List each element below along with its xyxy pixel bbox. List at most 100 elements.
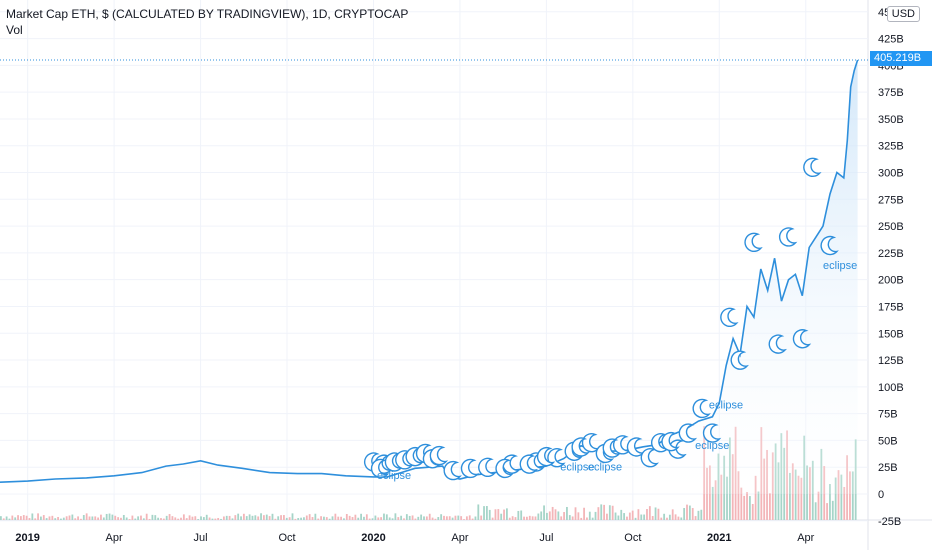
volume-bar bbox=[603, 504, 605, 520]
volume-bar bbox=[202, 517, 205, 520]
volume-bar bbox=[334, 513, 337, 520]
volume-bar bbox=[385, 514, 388, 520]
volume-bar bbox=[368, 518, 371, 520]
volume-bar bbox=[5, 516, 8, 520]
volume-bar bbox=[720, 474, 723, 520]
volume-bar bbox=[11, 515, 14, 520]
volume-bar bbox=[457, 515, 460, 520]
volume-bar bbox=[517, 510, 520, 520]
volume-bar bbox=[531, 516, 534, 520]
x-tick-label: Jul bbox=[194, 532, 208, 544]
volume-bar bbox=[554, 509, 557, 520]
y-tick-label: 350B bbox=[878, 114, 904, 126]
volume-bar bbox=[671, 509, 674, 520]
crescent-moon-icon bbox=[661, 431, 680, 452]
x-tick-label: Oct bbox=[278, 532, 295, 544]
volume-bar bbox=[68, 515, 71, 520]
volume-bar bbox=[397, 517, 400, 520]
volume-bar bbox=[737, 471, 740, 520]
volume-bar bbox=[626, 516, 628, 520]
volume-bar bbox=[608, 505, 611, 520]
volume-bar bbox=[37, 513, 39, 520]
volume-bar bbox=[177, 518, 180, 520]
volume-bar bbox=[363, 516, 365, 520]
volume-bar bbox=[651, 516, 654, 520]
volume-bar bbox=[274, 518, 277, 520]
volume-bar bbox=[800, 477, 803, 520]
crescent-moon-icon bbox=[820, 235, 839, 256]
volume-bar bbox=[451, 517, 454, 520]
volume-bar bbox=[423, 516, 425, 520]
y-tick-label: 100B bbox=[878, 382, 904, 394]
volume-bar bbox=[391, 518, 394, 520]
volume-bar bbox=[463, 519, 465, 520]
volume-bar bbox=[180, 517, 182, 520]
volume-bar bbox=[740, 487, 743, 520]
volume-bar bbox=[520, 510, 523, 520]
volume-bar bbox=[577, 512, 580, 520]
volume-bar bbox=[137, 516, 140, 520]
volume-bar bbox=[254, 515, 257, 520]
crescent-moon-icon bbox=[495, 458, 514, 479]
volume-bar bbox=[140, 515, 142, 520]
volume-bar bbox=[340, 516, 342, 520]
eclipse-label: eclipse bbox=[377, 470, 411, 482]
volume-bar bbox=[354, 514, 357, 520]
volume-bar bbox=[251, 515, 254, 520]
volume-bar bbox=[408, 515, 411, 520]
volume-bar bbox=[85, 513, 88, 520]
volume-bar bbox=[677, 516, 680, 520]
volume-bar bbox=[57, 516, 59, 520]
crescent-moon-icon bbox=[730, 350, 749, 370]
volume-bar bbox=[388, 517, 391, 520]
volume-bar bbox=[285, 517, 288, 520]
volume-bar bbox=[357, 517, 360, 520]
crescent-moon-icon bbox=[650, 433, 670, 453]
volume-bar bbox=[2, 518, 5, 520]
volume-bar bbox=[829, 484, 831, 520]
volume-bar bbox=[683, 508, 686, 520]
volume-bar bbox=[351, 517, 354, 520]
currency-button[interactable]: USD bbox=[886, 6, 920, 22]
volume-bar bbox=[680, 517, 683, 520]
volume-bar bbox=[543, 505, 545, 520]
volume-bar bbox=[414, 518, 417, 520]
volume-bar bbox=[694, 516, 697, 520]
volume-bar bbox=[80, 518, 82, 520]
crescent-moon-icon bbox=[536, 446, 556, 467]
volume-bar bbox=[623, 513, 626, 520]
volume-bar bbox=[437, 517, 440, 520]
volume-bar bbox=[134, 518, 137, 520]
volume-bar bbox=[60, 518, 62, 520]
volume-bar bbox=[526, 516, 528, 520]
volume-bar bbox=[162, 518, 165, 520]
volume-bar bbox=[620, 509, 623, 520]
volume-bar bbox=[242, 513, 245, 520]
volume-bar bbox=[474, 516, 477, 520]
volume-bar bbox=[460, 516, 463, 520]
volume-bar bbox=[197, 519, 200, 520]
volume-bar bbox=[265, 514, 268, 520]
x-tick-label: 2019 bbox=[15, 532, 39, 544]
volume-bar bbox=[508, 517, 511, 520]
y-tick-label: 225B bbox=[878, 248, 904, 260]
volume-bar bbox=[125, 517, 128, 520]
volume-bar bbox=[688, 505, 691, 520]
x-tick-label: Apr bbox=[106, 532, 123, 544]
volume-bar bbox=[194, 516, 197, 520]
volume-bar bbox=[283, 515, 285, 520]
volume-bar bbox=[574, 507, 577, 520]
volume-bar bbox=[263, 515, 265, 520]
crescent-moon-icon bbox=[768, 334, 787, 354]
y-tick-label: 0 bbox=[878, 489, 884, 501]
crescent-moon-icon bbox=[581, 433, 601, 453]
volume-bar bbox=[154, 515, 157, 520]
volume-bar bbox=[305, 515, 308, 520]
x-tick-label: Apr bbox=[451, 532, 468, 544]
volume-bar bbox=[297, 517, 300, 520]
crescent-moon-icon bbox=[460, 458, 480, 479]
volume-bar bbox=[691, 508, 694, 520]
y-tick-label: 25B bbox=[878, 462, 898, 474]
x-tick-label: Oct bbox=[624, 532, 641, 544]
volume-bar bbox=[257, 516, 260, 520]
